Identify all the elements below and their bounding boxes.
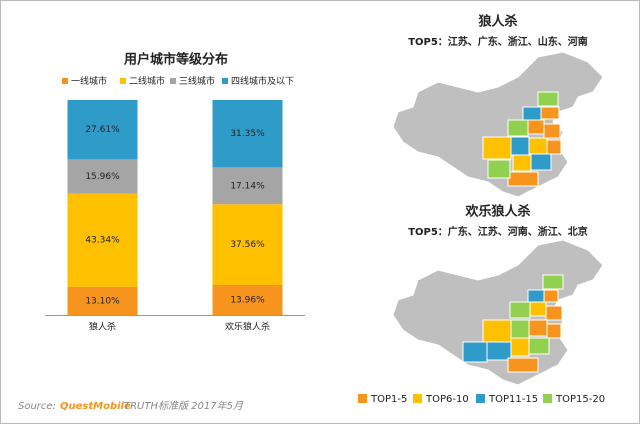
map-legend-swatch — [358, 394, 367, 403]
bar-segment — [67, 159, 138, 194]
province — [510, 337, 530, 357]
map-legend-label: TOP11-15 — [488, 394, 538, 405]
value-label: 15.96% — [85, 172, 120, 182]
province — [509, 301, 531, 319]
province — [510, 319, 530, 339]
province — [543, 289, 559, 303]
province — [537, 91, 559, 107]
bar-segment — [212, 167, 283, 205]
legend-label: 四线城市及以下 — [231, 75, 294, 87]
legend-swatch — [62, 78, 68, 84]
province — [527, 119, 545, 135]
province — [545, 305, 563, 321]
province — [482, 136, 512, 160]
province — [486, 341, 512, 361]
legend-label: 三线城市 — [179, 75, 215, 87]
map-legend-swatch — [543, 394, 552, 403]
legend-swatch — [120, 78, 126, 84]
map-subtitle: TOP5：江苏、广东、浙江、山东、河南 — [408, 35, 588, 48]
province — [528, 337, 550, 355]
legend-label: 一线城市 — [71, 75, 107, 87]
x-tick-label: 欢乐狼人杀 — [225, 321, 270, 333]
bar-segment — [67, 286, 138, 315]
value-label: 27.61% — [85, 125, 120, 135]
bar-segment — [67, 99, 138, 160]
legend-swatch — [170, 78, 176, 84]
province — [487, 159, 511, 179]
province — [527, 289, 545, 303]
province — [528, 137, 548, 155]
province — [507, 119, 529, 137]
province — [528, 319, 548, 337]
value-label: 13.10% — [85, 296, 120, 306]
bar-segment — [212, 204, 283, 285]
province — [546, 323, 562, 339]
x-tick-label: 狼人杀 — [89, 321, 116, 333]
value-label: 17.14% — [230, 181, 265, 191]
legend-swatch — [222, 78, 228, 84]
source-prefix: Source: — [18, 401, 56, 412]
province — [546, 139, 562, 155]
province — [462, 341, 488, 363]
map-legend-label: TOP6-10 — [425, 394, 469, 405]
map-title: 狼人杀 — [477, 14, 517, 30]
province — [507, 171, 539, 187]
province — [522, 106, 542, 122]
province — [542, 274, 564, 290]
province — [512, 154, 532, 172]
province — [543, 123, 561, 139]
province — [529, 301, 547, 317]
source-brand: QuestMobile — [60, 401, 131, 412]
map-2 — [392, 239, 604, 386]
value-label: 31.35% — [230, 129, 265, 139]
map-legend-swatch — [476, 394, 485, 403]
map-1 — [392, 51, 604, 198]
province — [482, 319, 512, 343]
province — [510, 136, 530, 156]
map-legend-label: TOP15-20 — [555, 394, 605, 405]
legend-label: 二线城市 — [129, 75, 165, 87]
value-label: 43.34% — [85, 236, 120, 246]
value-label: 13.96% — [230, 295, 265, 305]
map-subtitle: TOP5：广东、江苏、河南、浙江、北京 — [408, 225, 588, 238]
value-label: 37.56% — [230, 240, 265, 250]
map-title: 欢乐狼人杀 — [464, 204, 530, 220]
map-legend-swatch — [413, 394, 422, 403]
bar-segment — [212, 284, 283, 315]
map-legend-label: TOP1-5 — [370, 394, 407, 405]
source-text: TRUTH标准版 2017年5月 — [124, 400, 244, 412]
chart-title: 用户城市等级分布 — [123, 52, 228, 68]
bar-segment — [67, 193, 138, 287]
province — [507, 357, 539, 373]
province — [530, 153, 552, 171]
province — [540, 106, 560, 120]
bar-segment — [212, 99, 283, 168]
